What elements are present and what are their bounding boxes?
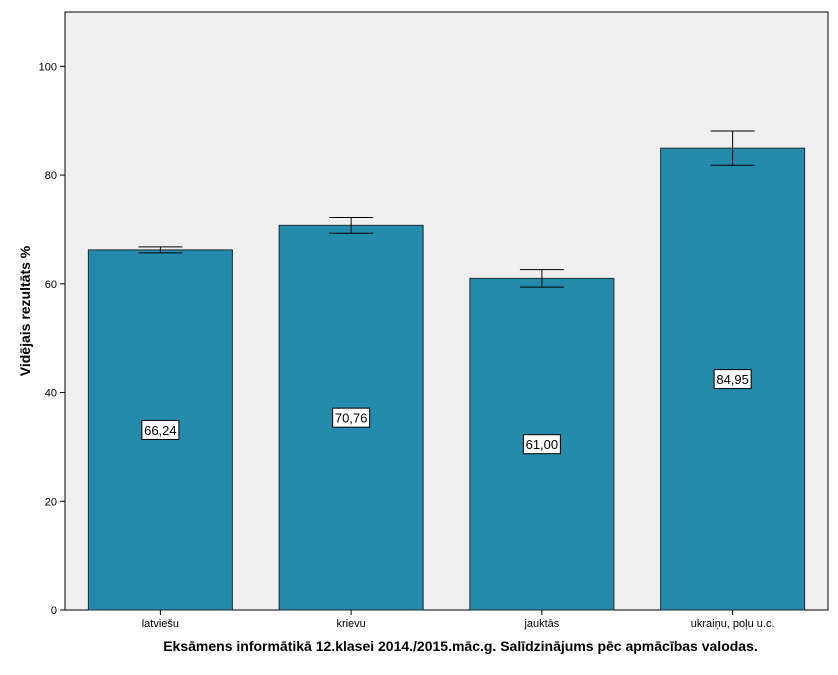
x-tick-label: latviešu xyxy=(142,618,179,630)
bars-group: 66,24 70,76 61,00 84,95 xyxy=(87,130,806,611)
y-axis-title: Vidējais rezultāts % xyxy=(17,245,33,376)
x-axis: latviešu krievu jauktās ukraiņu, poļu u.c. xyxy=(142,610,775,630)
x-tick-label: jauktās xyxy=(523,618,559,630)
data-label-box xyxy=(713,369,752,390)
data-label-box xyxy=(332,407,371,428)
data-label-box xyxy=(522,434,561,455)
data-label: 61,00 xyxy=(526,437,559,452)
y-tick-label: 0 xyxy=(51,605,57,617)
y-tick-label: 80 xyxy=(45,170,57,182)
y-tick-label: 60 xyxy=(45,279,57,291)
data-label: 84,95 xyxy=(716,372,749,387)
data-label: 70,76 xyxy=(335,411,368,426)
y-tick-label: 100 xyxy=(39,61,57,73)
x-tick-label: krievu xyxy=(336,618,365,630)
y-tick-label: 40 xyxy=(45,388,57,400)
x-axis-title: Eksāmens informātikā 12.klasei 2014./201… xyxy=(163,638,758,654)
x-tick-label: ukraiņu, poļu u.c. xyxy=(691,618,775,630)
data-label-box xyxy=(141,419,180,440)
y-tick-label: 20 xyxy=(45,496,57,508)
y-axis: 0 20 40 60 80 100 xyxy=(39,61,65,617)
data-label: 66,24 xyxy=(144,423,177,438)
